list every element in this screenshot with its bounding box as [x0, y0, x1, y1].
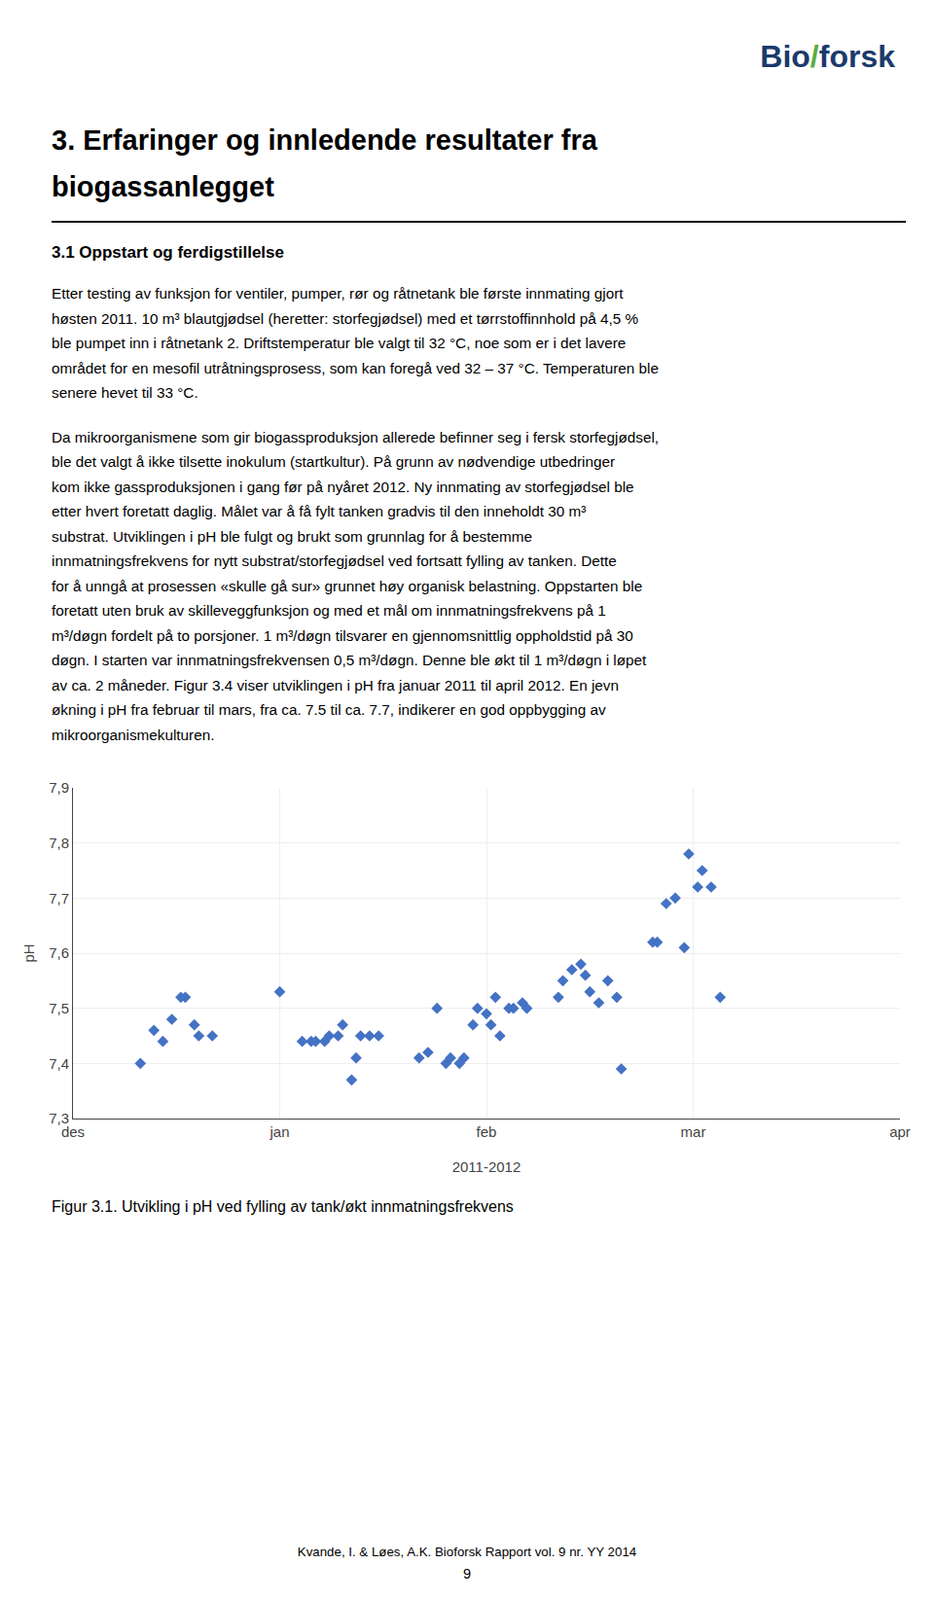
svg-text:7,3: 7,3 [48, 1110, 70, 1127]
html-text:biogassanlegget: biogassanlegget [51, 171, 275, 203]
html-text:kom ikke gassproduksjonen i ga: kom ikke gassproduksjonen i gang før på … [51, 478, 634, 495]
svg-text:7,7: 7,7 [48, 890, 70, 907]
html-text:Bio / forsk: Bio / forsk [760, 38, 896, 74]
svg-text:7,9: 7,9 [48, 779, 70, 796]
svg-text:2011-2012: 2011-2012 [452, 1158, 522, 1176]
svg-text:7,5: 7,5 [48, 1000, 70, 1017]
html-text:økning i pH fra februar til ma: økning i pH fra februar til mars, fra ca… [51, 701, 606, 719]
svg-text:7,8: 7,8 [48, 834, 70, 852]
html-text:døgn. I starten var innmatning: døgn. I starten var innmatningsfrekvense… [51, 651, 647, 669]
html-text:Da mikroorganismene som gir bi: Da mikroorganismene som gir biogassprodu… [51, 428, 659, 446]
html-text:Etter testing av funksjon for: Etter testing av funksjon for ventiler, … [51, 285, 624, 302]
html-text:senere hevet til 33 °C.: senere hevet til 33 °C. [51, 384, 199, 401]
html-text:m³/døgn fordelt på to porsjone: m³/døgn fordelt på to porsjoner. 1 m³/dø… [51, 627, 634, 644]
html-text:Figur 3.1. Utvikling i pH ved: Figur 3.1. Utvikling i pH ved fylling av… [51, 1198, 514, 1216]
html-text:Kvande, I. & Løes, A.K. Biofor: Kvande, I. & Løes, A.K. Bioforsk Rapport… [297, 1544, 637, 1560]
html-text:innmatningsfrekvens for nytt s: innmatningsfrekvens for nytt substrat/st… [51, 552, 617, 570]
html-text:området for en mesofil utråtni: området for en mesofil utråtningsprosess… [51, 359, 659, 377]
html-text:9: 9 [463, 1566, 471, 1582]
html-text:substrat. Utviklingen i pH ble: substrat. Utviklingen i pH ble fulgt og … [51, 527, 533, 545]
svg-text:pH: pH [20, 943, 37, 963]
html-text:3. Erfaringer og innledende re: 3. Erfaringer og innledende resultater f… [51, 124, 598, 156]
html-text:mikroorganismekulturen.: mikroorganismekulturen. [51, 726, 215, 743]
html-text:ble pumpet inn i råtnetank 2.: ble pumpet inn i råtnetank 2. Driftstemp… [51, 334, 626, 352]
html-text:for å unngå at prosessen «skul: for å unngå at prosessen «skulle gå sur»… [51, 577, 643, 594]
svg-text:7,6: 7,6 [48, 944, 70, 962]
svg-text:des: des [61, 1123, 85, 1141]
html-text:etter hvert foretatt daglig. M: etter hvert foretatt daglig. Målet var å… [51, 502, 586, 520]
html-text:foretatt uten bruk av skilleve: foretatt uten bruk av skilleveggfunksjon… [51, 602, 606, 619]
html-text:høsten 2011. 10 m³ blautgjødse: høsten 2011. 10 m³ blautgjødsel (herette… [51, 309, 639, 327]
svg-text:apr: apr [889, 1123, 911, 1141]
html-text:av ca. 2 måneder. Figur 3.4 vi: av ca. 2 måneder. Figur 3.4 viser utvikl… [51, 676, 619, 694]
html-text:3.1 Oppstart og ferdigstillels: 3.1 Oppstart og ferdigstillelse [51, 243, 285, 262]
svg-text:jan: jan [268, 1123, 289, 1141]
svg-text:mar: mar [681, 1123, 707, 1141]
svg-text:feb: feb [476, 1123, 498, 1141]
html-text:ble det valgt å ikke tilsette: ble det valgt å ikke tilsette inokulum (… [51, 453, 615, 470]
svg-text:7,4: 7,4 [48, 1055, 70, 1073]
